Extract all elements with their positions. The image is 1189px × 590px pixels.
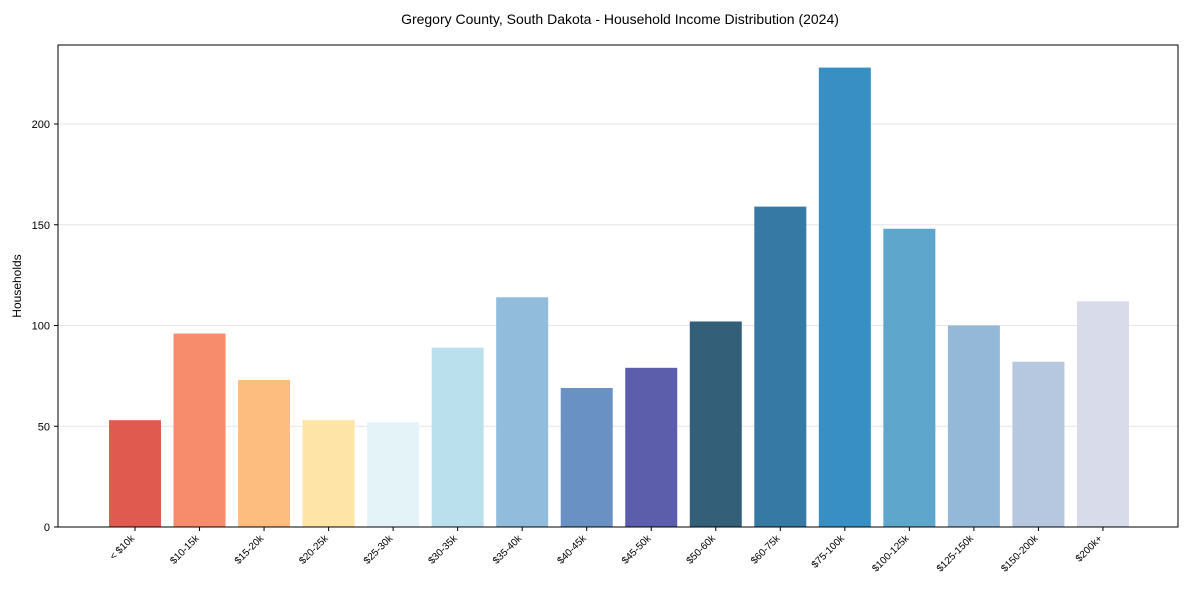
chart-title: Gregory County, South Dakota - Household… [401, 11, 839, 27]
bar [818, 67, 871, 527]
x-tick-label: $200k+ [1074, 533, 1105, 564]
y-tick-label: 100 [32, 321, 50, 333]
bar [1076, 301, 1129, 527]
bar [367, 422, 420, 527]
plot-frame [57, 44, 1179, 528]
x-tick-label: $20-25k [297, 533, 331, 567]
x-tick-label: $30-35k [426, 533, 460, 567]
x-tick-label: < $10k [108, 533, 138, 563]
x-tick-label: $150-200k [999, 533, 1041, 575]
bar [883, 228, 936, 527]
x-tick-label: $35-40k [491, 533, 525, 567]
y-tick-label: 0 [44, 522, 50, 534]
x-tick-label: $50-60k [685, 533, 719, 567]
bar [1012, 361, 1065, 527]
bar [947, 325, 1000, 527]
bar [689, 321, 742, 527]
x-tick-label: $10-15k [168, 533, 202, 567]
x-tick-label: $125-150k [935, 533, 977, 575]
x-tick-label: $75-100k [810, 533, 848, 571]
bar [173, 333, 226, 527]
bar [431, 347, 484, 527]
y-axis-label: Households [10, 254, 24, 317]
x-tick-label: $45-50k [620, 533, 654, 567]
x-tick-label: $60-75k [749, 533, 783, 567]
bar [754, 206, 807, 528]
y-tick-label: 200 [32, 119, 50, 131]
y-tick-label: 50 [38, 421, 50, 433]
bar [302, 420, 355, 527]
bar [238, 379, 291, 527]
x-tick-label: $100-125k [870, 533, 912, 575]
bar [109, 420, 161, 527]
x-tick-label: $25-30k [362, 533, 396, 567]
x-tick-label: $40-45k [555, 533, 589, 567]
x-tick-label: $15-20k [233, 533, 267, 567]
bar [625, 367, 678, 527]
bar [496, 297, 549, 527]
y-tick-label: 150 [32, 220, 50, 232]
bar [560, 387, 613, 527]
